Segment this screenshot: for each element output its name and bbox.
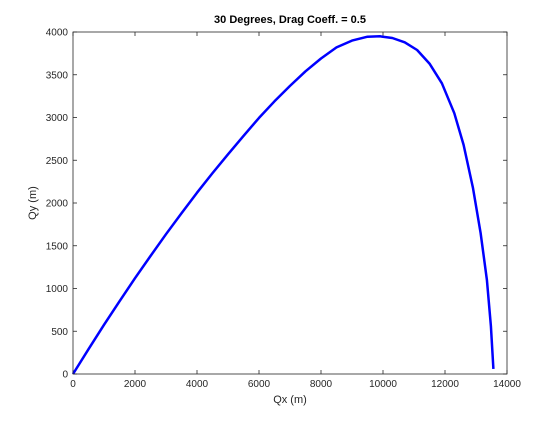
x-tick-label: 2000 [124,379,147,390]
x-tick-label: 10000 [369,379,397,390]
y-tick-label: 1500 [46,241,69,252]
y-tick-label: 500 [51,327,68,338]
x-tick-label: 8000 [310,379,333,390]
y-tick-label: 0 [62,370,68,381]
y-tick-label: 4000 [46,28,69,39]
chart-title: 30 Degrees, Drag Coeff. = 0.5 [214,14,366,26]
y-tick-label: 3500 [46,70,69,81]
y-tick-label: 2000 [46,199,69,210]
x-tick-label: 4000 [186,379,209,390]
x-tick-label: 0 [70,379,76,390]
y-tick-label: 3000 [46,113,69,124]
y-axis-label: Qy (m) [27,186,39,220]
x-tick-label: 14000 [493,379,521,390]
y-tick-label: 2500 [46,156,69,167]
x-tick-label: 12000 [431,379,459,390]
y-tick-label: 1000 [46,284,69,295]
x-tick-label: 6000 [248,379,271,390]
x-axis-label: Qx (m) [273,394,307,406]
